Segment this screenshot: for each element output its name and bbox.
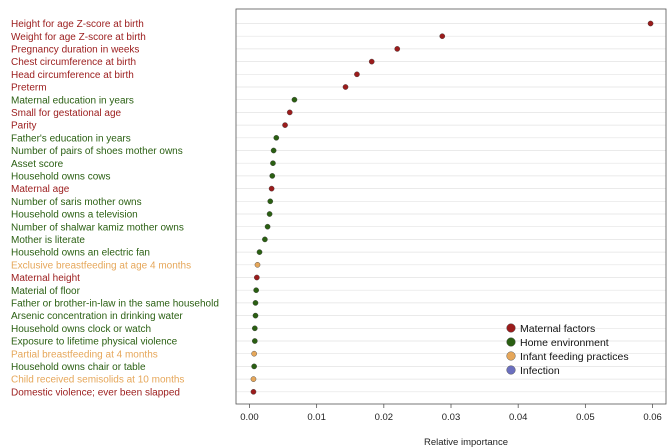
data-point: [342, 84, 349, 90]
data-point: [270, 147, 277, 154]
legend: Maternal factors Home environment Infant f…: [506, 323, 629, 377]
category-label: Number of saris mother owns: [11, 197, 142, 208]
grid-layer: [236, 23, 666, 393]
category-label: Material of floor: [11, 286, 81, 297]
legend-label: Infant feeding practices: [520, 351, 629, 363]
data-point: [439, 33, 446, 40]
category-label: Household owns chair or table: [11, 362, 146, 373]
category-label: Height for age Z-score at birth: [11, 19, 144, 30]
data-point: [282, 122, 288, 128]
category-label: Maternal height: [11, 273, 80, 284]
data-point: [254, 261, 261, 268]
x-tick-label: 0.06: [643, 412, 662, 423]
x-axis-label: Relative importance: [424, 437, 508, 448]
legend-marker: [506, 351, 516, 361]
category-label: Preterm: [11, 83, 47, 94]
x-axis: 0.00 0.01 0.02 0.03 0.04 0.05 0.06: [240, 404, 662, 423]
data-point: [251, 350, 257, 357]
category-label: Household owns an electric fan: [11, 248, 150, 259]
category-label: Asset score: [11, 159, 64, 170]
category-label: Parity: [11, 121, 37, 132]
x-tick-label: 0.01: [307, 412, 326, 423]
data-point: [273, 134, 280, 141]
category-label: Mother is literate: [11, 235, 85, 246]
category-labels: Height for age Z-score at birth Weight fo…: [11, 19, 219, 398]
category-label: Arsenic concentration in drinking water: [11, 311, 183, 322]
data-point: [252, 338, 258, 344]
data-point: [647, 20, 654, 27]
data-point: [270, 160, 276, 166]
data-point: [251, 363, 257, 370]
x-tick-label: 0.05: [576, 412, 595, 423]
category-label: Father or brother-in-law in the same hou…: [11, 299, 219, 310]
data-point: [252, 300, 259, 306]
category-label: Domestic violence; ever been slapped: [11, 387, 180, 398]
data-point: [268, 185, 275, 192]
category-label: Number of pairs of shoes mother owns: [11, 146, 183, 157]
data-point: [286, 109, 293, 116]
legend-marker: [506, 365, 516, 375]
data-point: [253, 287, 259, 294]
data-point: [269, 173, 276, 179]
category-label: Maternal education in years: [11, 95, 134, 106]
legend-label: Infection: [520, 365, 560, 377]
category-label: Number of shalwar kamiz mother owns: [11, 222, 184, 233]
data-point: [394, 46, 401, 52]
category-label: Exclusive breastfeeding at age 4 months: [11, 260, 191, 271]
legend-marker: [506, 323, 516, 333]
category-label: Child received semisolids at 10 months: [11, 375, 184, 386]
legend-marker: [506, 337, 516, 347]
data-points: [250, 20, 654, 395]
category-label: Small for gestational age: [11, 108, 122, 119]
data-point: [354, 71, 360, 78]
category-label: Weight for age Z-score at birth: [11, 32, 146, 43]
category-label: Partial breastfeeding at 4 months: [11, 349, 158, 360]
category-label: Pregnancy duration in weeks: [11, 45, 139, 56]
data-point: [256, 249, 263, 255]
data-point: [254, 274, 260, 281]
category-label: Household owns a television: [11, 210, 138, 221]
x-tick-label: 0.04: [509, 412, 528, 423]
category-label: Head circumference at birth: [11, 70, 134, 81]
data-point: [250, 376, 257, 382]
category-label: Maternal age: [11, 184, 70, 195]
category-label: Exposure to lifetime physical violence: [11, 337, 178, 348]
data-point: [368, 58, 375, 65]
category-label: Father's education in years: [11, 133, 131, 144]
category-label: Household owns cows: [11, 172, 111, 183]
legend-label: Home environment: [520, 337, 609, 349]
data-point: [266, 211, 273, 217]
data-point: [252, 312, 259, 319]
data-point: [262, 236, 268, 243]
data-point: [264, 223, 271, 230]
legend-label: Maternal factors: [520, 323, 595, 335]
data-point: [291, 96, 298, 103]
category-label: Household owns clock or watch: [11, 324, 151, 335]
x-tick-label: 0.03: [442, 412, 461, 423]
data-point: [252, 325, 258, 332]
x-tick-label: 0.00: [240, 412, 259, 423]
x-tick-label: 0.02: [375, 412, 394, 423]
category-label: Chest circumference at birth: [11, 57, 136, 68]
data-point: [267, 198, 274, 205]
data-point: [250, 388, 257, 395]
